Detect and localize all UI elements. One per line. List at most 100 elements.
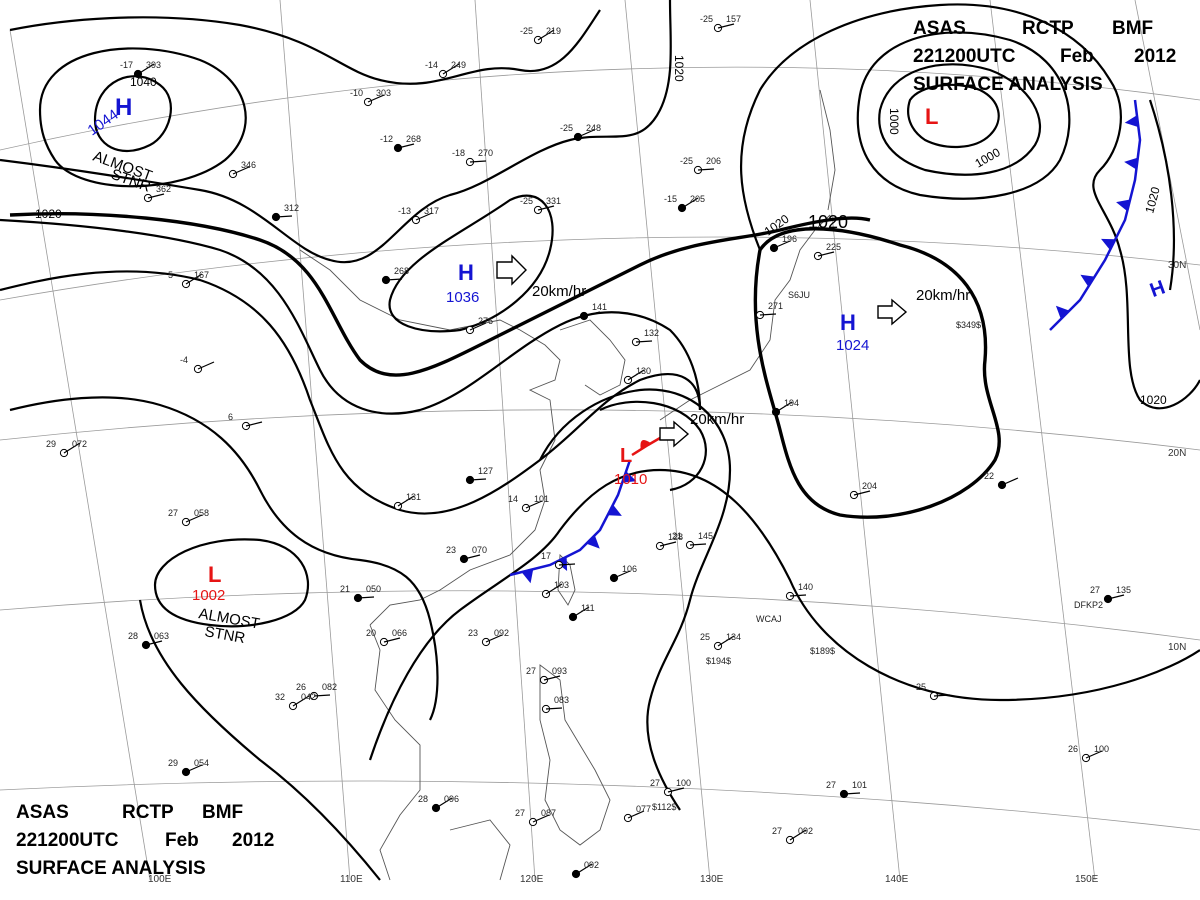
isobar-far-east — [1148, 99, 1176, 291]
wind-barb — [558, 563, 576, 566]
footer-line2-a: 221200UTC — [16, 830, 119, 851]
lat-line-30n — [0, 236, 1200, 301]
lon-label-140e: 140E — [885, 874, 909, 885]
station-temp: 26 — [296, 682, 306, 692]
high-e-speed: 20km/hr — [916, 287, 970, 304]
warm-front-scallops — [640, 439, 652, 450]
station-pressure: 072 — [72, 439, 87, 449]
station-temp: 29 — [46, 439, 56, 449]
wind-barb — [817, 251, 835, 257]
wind-barb — [442, 63, 460, 75]
wind-barb — [575, 863, 593, 875]
station-pressure: 196 — [782, 234, 797, 244]
wind-barb — [137, 63, 155, 75]
station-temp: 27 — [650, 778, 660, 788]
wind-barb — [469, 160, 487, 163]
station-pressure: 130 — [636, 366, 651, 376]
station-temp: 14 — [508, 494, 518, 504]
wind-barb — [415, 212, 433, 221]
station-temp: 21 — [340, 584, 350, 594]
station-temp: -14 — [425, 60, 438, 70]
station-pressure: 225 — [826, 242, 841, 252]
station-temp: -4 — [180, 355, 188, 365]
cold-front-east-line — [1049, 99, 1142, 331]
station-pressure: 070 — [472, 545, 487, 555]
ship-id: S6JU — [788, 290, 810, 300]
station-pressure: 083 — [554, 695, 569, 705]
isobar-low-w — [153, 538, 310, 628]
station-pressure: 050 — [366, 584, 381, 594]
arrow-low-center — [659, 420, 690, 448]
station-temp: 20 — [366, 628, 376, 638]
station-pressure: 101 — [852, 780, 867, 790]
isobar-low-ne-1000 — [878, 63, 1041, 176]
graticule — [0, 0, 1200, 881]
wind-barb — [245, 421, 263, 427]
lon-line-110e — [279, 0, 351, 881]
station-pressure: 362 — [156, 184, 171, 194]
wind-barb — [759, 313, 777, 316]
station-pressure: 063 — [154, 631, 169, 641]
wind-barb — [543, 675, 561, 681]
station-pressure: 100 — [676, 778, 691, 788]
cold-front-barbs — [521, 471, 637, 584]
wind-barb — [63, 442, 81, 454]
station-temp: 5 — [168, 270, 173, 280]
cold-front-barb — [1055, 305, 1070, 320]
wind-barb — [537, 205, 555, 211]
wind-barb — [383, 637, 401, 643]
lat-line-0 — [0, 780, 1200, 831]
wind-barb — [185, 764, 203, 773]
station-temp: 28 — [128, 631, 138, 641]
cold-front-barb — [1080, 274, 1095, 287]
wind-barb — [627, 810, 645, 819]
low-ne-symbol: L — [925, 104, 938, 129]
station-pressure: 140 — [798, 582, 813, 592]
wind-barb — [292, 695, 310, 707]
movement-arrows — [496, 254, 908, 448]
lon-line-140e — [809, 0, 901, 881]
station-temp: 25 — [700, 632, 710, 642]
isobar-label: 1020 — [1142, 185, 1163, 215]
coast-borneo — [449, 819, 511, 881]
station-pressure: 066 — [392, 628, 407, 638]
isobar-label: 1020 — [35, 207, 62, 221]
isobar-high-n — [388, 194, 554, 333]
station-texts: -17 393 346 362 312 -14 249 -10 303 -12 268 -18 270 -… — [46, 14, 1131, 870]
coast-japan — [659, 214, 831, 421]
station-temp: 21 — [672, 531, 682, 541]
station-pressure: 058 — [194, 508, 209, 518]
isobar-high-nw-inner — [93, 75, 172, 153]
header-line2-a: 221200UTC — [913, 46, 1016, 67]
high-n-value: 1036 — [446, 289, 479, 306]
wind-barb — [1001, 477, 1019, 486]
wind-barb — [525, 500, 543, 509]
isobar-north-low — [0, 218, 702, 415]
ship-id: $189$ — [810, 646, 835, 656]
station-temp: 22 — [984, 471, 994, 481]
wind-barb — [667, 787, 685, 793]
lon-label-130e: 130E — [700, 874, 724, 885]
wind-barb — [635, 340, 653, 343]
station-temp: 27 — [526, 666, 536, 676]
station-pressure: 054 — [194, 758, 209, 768]
low-w-symbol: L — [208, 562, 221, 587]
wind-barb — [485, 634, 503, 643]
wind-barb — [789, 829, 807, 841]
isobar-west-long — [0, 270, 702, 515]
header-line3: SURFACE ANALYSIS — [913, 74, 1103, 95]
wind-barb — [197, 361, 215, 370]
wind-barb — [717, 635, 735, 647]
station-temp: -15 — [664, 194, 677, 204]
station-temp: -13 — [398, 206, 411, 216]
isobar-west-south — [9, 396, 439, 721]
isobar-north-top — [9, 9, 601, 85]
wind-barb — [147, 193, 165, 199]
cold-front-barb — [586, 535, 600, 549]
graticule-labels: 30N 20N 10N 100E 110E 120E 130E 140E 150… — [148, 260, 1186, 885]
station-pressure: 248 — [586, 123, 601, 133]
station-temp: 23 — [446, 545, 456, 555]
wind-barb — [463, 554, 481, 560]
station-temp: -25 — [560, 123, 573, 133]
